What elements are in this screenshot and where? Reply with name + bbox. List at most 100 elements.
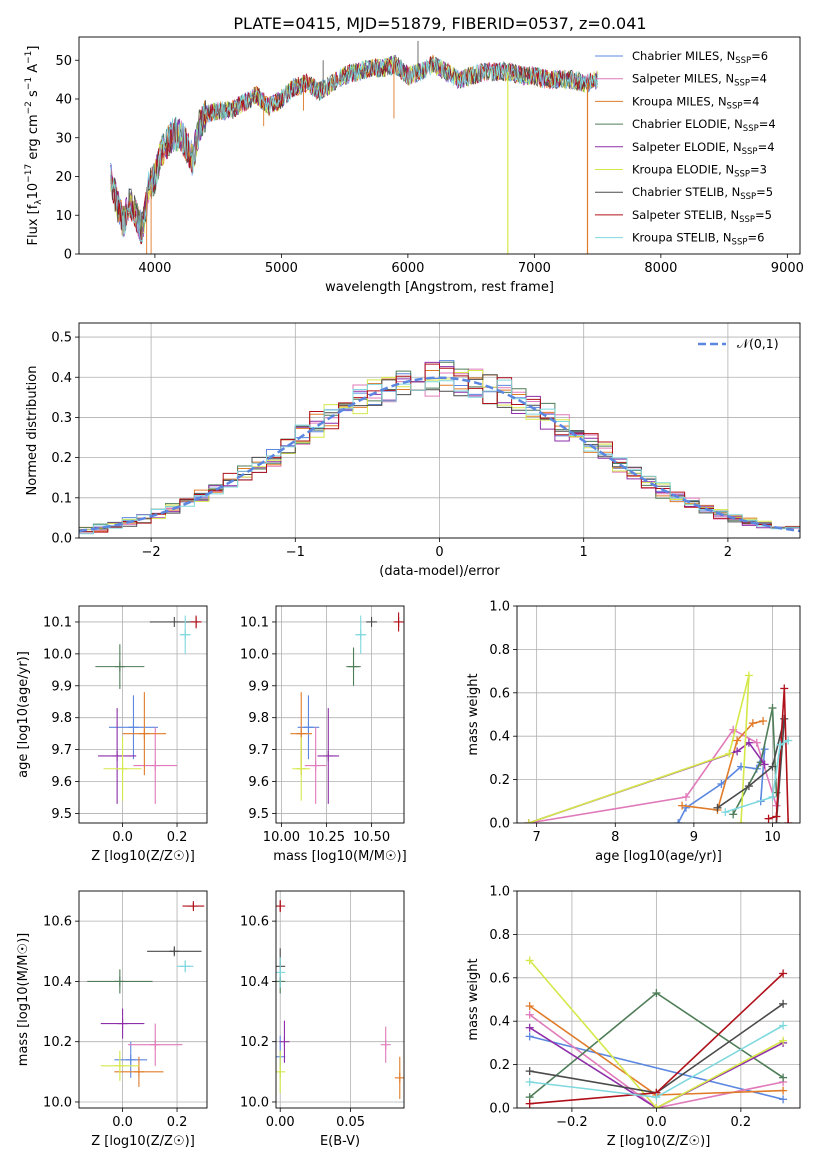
axes-mass-weight-vs-age: 7 8 9 10 0.0 0.2 0.4 0.6 0.8 1.0 age [log10(age/yr… (466, 600, 801, 864)
x-ticks: −0.2 0.0 0.2 (556, 1108, 751, 1130)
legend-label: Kroupa STELIB, NSSP=6 (632, 231, 764, 248)
x-tick-label: 0.0 (112, 830, 133, 845)
series-line (528, 728, 778, 823)
y-tick-label: 0.4 (489, 730, 510, 745)
legend-n: =4 (759, 117, 776, 131)
legend-n: =6 (747, 231, 764, 245)
x-axis-label: age [log10(age/yr)] (595, 849, 722, 864)
point-kroupa-stelib (179, 615, 191, 654)
x-tick-label: 7 (533, 830, 541, 845)
x-tick-label: 6000 (391, 261, 424, 276)
figure-title: PLATE=0415, MJD=51879, FIBERID=0537, z=0… (233, 14, 646, 33)
y-tick-label: 9.7 (51, 743, 72, 758)
axes-frame (78, 605, 208, 824)
axes-frame (78, 322, 801, 539)
point-chabrier-elodie (95, 644, 145, 689)
x-tick-label: 10 (764, 830, 781, 845)
plot-area-age-vs-mass (276, 606, 404, 823)
y-tick-label: 0.4 (51, 371, 72, 386)
point-kroupa-elodie (100, 1050, 139, 1081)
y-tick-label: 10.0 (43, 647, 72, 662)
spectrum-line (110, 56, 598, 243)
x-tick-label: 9000 (771, 261, 804, 276)
y-label-part: f (26, 204, 41, 209)
y-ticks: 0.0 0.2 0.4 0.6 0.8 1.0 (489, 885, 517, 1117)
x-ticks: 10.00 10.25 10.50 (263, 823, 390, 845)
point-salpeter-stelib (276, 900, 286, 913)
legend-sub: SSP (740, 192, 756, 202)
point-chabrier-stelib (147, 946, 202, 957)
axes-frame (516, 890, 801, 1109)
x-ticks: 4000 5000 6000 7000 8000 9000 (138, 254, 804, 276)
y-tick-label: 9.9 (248, 679, 269, 694)
x-tick-label: 7000 (518, 261, 551, 276)
plot-area-spectrum (110, 40, 598, 254)
y-label-part: −1 (24, 77, 34, 90)
axes-spectrum: 4000 5000 6000 7000 8000 9000 0 10 20 30 40 50 wavel… (24, 36, 804, 295)
point-salpeter-miles (133, 727, 178, 804)
legend-sub: SSP (727, 101, 743, 111)
legend-n: =6 (751, 49, 768, 63)
x-tick-label: −1 (286, 545, 305, 560)
series-line (768, 688, 789, 823)
y-tick-label: 10.1 (240, 615, 269, 630)
y-tick-label: 0.8 (489, 928, 510, 943)
legend-label: Kroupa ELODIE, NSSP=3 (632, 163, 767, 180)
axes-frame (275, 605, 405, 824)
axes-frame (78, 36, 801, 255)
legend-label: 𝒩(0,1) (737, 336, 779, 351)
series-kroupa-elodie (525, 956, 788, 1108)
y-label-part: A (26, 64, 41, 77)
series-salpeter-stelib (764, 684, 793, 823)
legend-label: Salpeter STELIB, NSSP=5 (632, 208, 772, 225)
y-axis-label: Flux [fλ10−17 erg cm−2 s−1 A−1] (24, 46, 44, 246)
x-tick-label: 4000 (138, 261, 171, 276)
axes-frame (516, 605, 801, 824)
x-ticks: 0.0 0.2 (112, 1108, 187, 1130)
point-kroupa-elodie (292, 736, 311, 801)
axes-mass-vs-Z: 0.0 0.2 10.0 10.2 10.4 10.6 Z [log10(Z/Z☉)] mas… (16, 890, 208, 1149)
x-tick-label: 8000 (644, 261, 677, 276)
y-tick-label: 0.2 (489, 773, 510, 788)
y-tick-label: 40 (55, 93, 72, 108)
y-tick-label: 0.6 (489, 971, 510, 986)
legend-name: Kroupa STELIB, N (632, 231, 732, 245)
y-tick-label: 9.9 (51, 679, 72, 694)
y-tick-label: 50 (55, 54, 72, 69)
y-tick-label: 9.5 (248, 807, 269, 822)
point-salpeter-elodie (317, 708, 340, 804)
x-tick-label: −2 (142, 545, 161, 560)
point-salpeter-miles (128, 1023, 183, 1066)
series-line (529, 1027, 784, 1108)
y-tick-label: 30 (55, 131, 72, 146)
x-tick-label: 10.50 (353, 830, 390, 845)
y-tick-label: 0.8 (489, 643, 510, 658)
x-ticks: 7 8 9 10 (533, 823, 781, 845)
legend-name: Kroupa ELODIE, N (632, 163, 734, 177)
legend-name: Chabrier ELODIE, N (632, 117, 743, 131)
histogram-kroupa-elodie (79, 370, 800, 531)
y-tick-label: 0.2 (489, 1058, 510, 1073)
legend-label: Salpeter MILES, NSSP=4 (632, 72, 767, 89)
x-tick-label: 5000 (265, 261, 298, 276)
series-kroupa-stelib (525, 1021, 788, 1102)
y-label-part: −1 (24, 51, 34, 64)
point-salpeter-stelib (393, 612, 404, 632)
y-label-part: −2 (24, 101, 34, 114)
axes-age-vs-Z: 0.0 0.2 9.5 9.6 9.7 9.8 9.9 10.0 10.1 Z [log10(Z/… (16, 605, 208, 864)
y-ticks: 10.0 10.2 10.4 10.6 (43, 915, 79, 1110)
point-salpeter-stelib (182, 901, 205, 912)
legend-name: Salpeter MILES, N (632, 72, 734, 86)
point-chabrier-elodie (87, 969, 153, 994)
y-tick-label: 10.4 (43, 975, 72, 990)
legend-sub: SSP (742, 147, 758, 157)
y-tick-label: 0.1 (51, 491, 72, 506)
y-tick-label: 10.0 (43, 1095, 72, 1110)
legend-name: Chabrier STELIB, N (632, 185, 740, 199)
series-line (529, 959, 784, 1108)
x-tick-label: 0 (435, 545, 443, 560)
legend-name: Salpeter STELIB, N (632, 208, 739, 222)
y-tick-label: 1.0 (489, 885, 510, 900)
